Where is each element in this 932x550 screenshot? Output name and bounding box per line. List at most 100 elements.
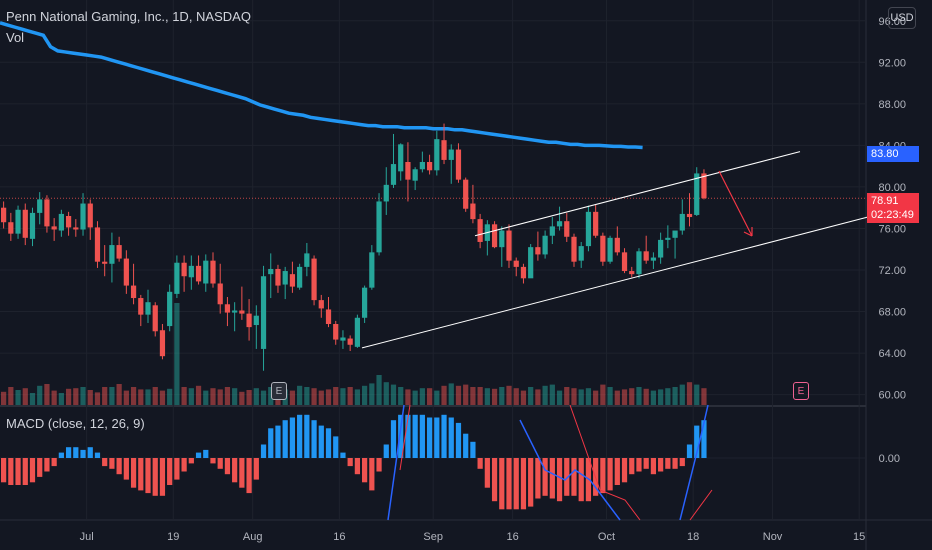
candle-body — [477, 219, 483, 242]
macd-histogram-bar — [650, 458, 657, 475]
macd-histogram-bar — [549, 458, 555, 499]
volume-bar — [672, 387, 678, 405]
volume-bar — [1, 391, 7, 405]
candle-body — [694, 173, 700, 215]
macd-histogram-bar — [253, 458, 259, 480]
macd-histogram-bar — [232, 458, 238, 483]
candle-body — [636, 251, 642, 275]
earnings-upcoming-icon[interactable]: E — [793, 382, 809, 400]
volume-bar — [246, 390, 252, 405]
candle-body — [434, 139, 440, 171]
y-tick-label: 80.00 — [878, 182, 906, 194]
volume-bar — [73, 388, 79, 405]
candle-body — [564, 221, 570, 237]
macd-histogram-bar — [58, 452, 64, 458]
volume-bar — [528, 387, 534, 405]
volume-bar — [470, 387, 476, 405]
macd-label[interactable]: MACD (close, 12, 26, 9) — [6, 416, 145, 431]
volume-bar — [621, 389, 628, 405]
volume-bar — [210, 388, 216, 405]
candle-body — [621, 252, 628, 272]
macd-histogram-bar — [217, 458, 223, 469]
candle-body — [362, 287, 368, 318]
volume-bar — [369, 383, 375, 405]
candle-body — [174, 262, 180, 294]
candle-body — [426, 162, 433, 171]
volume-bar — [636, 387, 642, 405]
volume-bar — [441, 385, 447, 405]
bar-countdown: 02:23:49 — [871, 209, 914, 221]
volume-bar — [419, 388, 425, 405]
macd-histogram-bar — [520, 458, 527, 510]
macd-histogram-bar — [8, 458, 14, 485]
macd-histogram-bar — [311, 420, 317, 458]
candle-body — [441, 140, 447, 160]
candle-body — [15, 209, 21, 234]
macd-histogram-bar — [405, 414, 411, 458]
macd-histogram-bar — [369, 458, 375, 491]
candle-body — [239, 310, 245, 314]
y-tick-label: 60.00 — [878, 390, 906, 402]
volume-bar — [578, 389, 584, 405]
candle-body — [1, 207, 7, 223]
macd-histogram-bar — [210, 458, 216, 464]
currency-button[interactable]: USD — [888, 7, 916, 29]
macd-histogram-bar — [499, 458, 505, 510]
candle-body — [116, 245, 122, 259]
macd-histogram-bar — [246, 458, 252, 494]
volume-bar — [593, 390, 599, 405]
last-price-tag: 78.91 02:23:49 — [867, 193, 919, 223]
volume-bar — [297, 385, 303, 405]
candle-body — [376, 201, 382, 253]
candle-body — [549, 226, 555, 236]
macd-histogram-bar — [1, 458, 7, 483]
macd-histogram-bar — [15, 458, 21, 485]
macd-histogram-bar — [22, 458, 28, 485]
candle-body — [152, 305, 158, 332]
candle-body — [679, 213, 685, 231]
volume-bar — [224, 387, 231, 405]
candle-body — [58, 213, 64, 231]
candle-body — [65, 216, 72, 228]
candle-body — [600, 235, 606, 262]
symbol-title[interactable]: Penn National Gaming, Inc., 1D, NASDAQ — [6, 9, 251, 24]
macd-histogram-bar — [289, 417, 296, 458]
candle-body — [318, 300, 324, 309]
lower-trendline — [361, 216, 869, 349]
macd-histogram-bar — [658, 458, 664, 472]
candle-body — [167, 291, 173, 327]
candle-body — [347, 338, 353, 345]
candle-body — [253, 315, 259, 326]
candle-body — [210, 260, 216, 284]
volume-bar — [174, 303, 180, 405]
candle-body — [499, 230, 505, 248]
volume-bar — [629, 388, 635, 405]
volume-bar — [58, 393, 64, 405]
volume-bar — [102, 387, 108, 405]
macd-histogram-bar — [556, 458, 563, 502]
earnings-past-icon[interactable]: E — [271, 382, 287, 400]
candle-body — [289, 274, 296, 287]
macd-histogram-bar — [325, 428, 332, 458]
volume-bar — [564, 387, 570, 405]
volume-bar — [347, 387, 353, 405]
y-tick-label: 88.00 — [878, 99, 906, 111]
volume-bar — [138, 389, 144, 405]
macd-histogram-bar — [51, 458, 57, 467]
candle-body — [145, 302, 151, 315]
volume-bar — [152, 387, 158, 405]
candle-body — [333, 324, 339, 340]
volume-label[interactable]: Vol — [6, 30, 25, 45]
candle-body — [448, 149, 454, 160]
macd-histogram-bar — [80, 449, 86, 458]
volume-bar — [390, 384, 397, 405]
volume-bar — [686, 382, 693, 405]
volume-bar — [37, 385, 43, 405]
volume-bar — [701, 388, 707, 405]
candle-body — [412, 169, 418, 181]
upper-trendline — [474, 151, 801, 237]
macd-histogram-bar — [701, 420, 707, 458]
macd-histogram-bar — [297, 414, 303, 458]
